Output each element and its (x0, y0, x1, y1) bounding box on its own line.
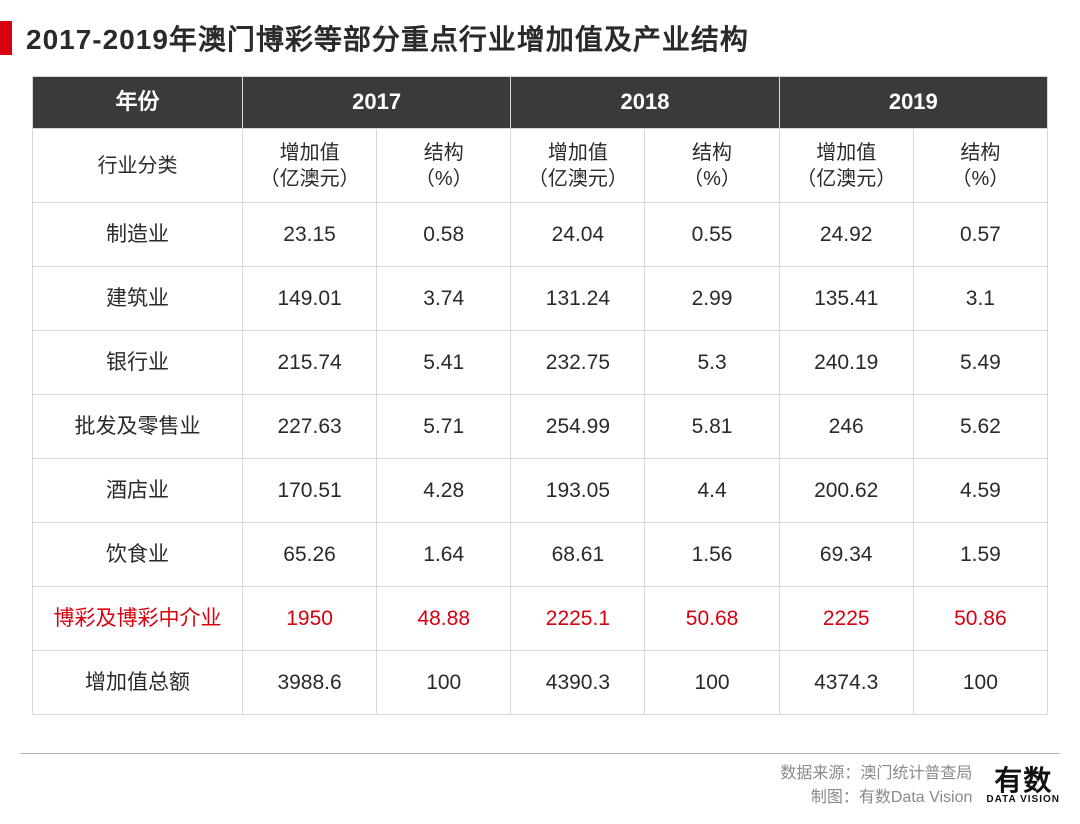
row-value: 0.58 (377, 203, 511, 267)
logo: 有数 DATA VISION (986, 767, 1060, 805)
row-value: 24.92 (779, 203, 913, 267)
page-title: 2017-2019年澳门博彩等部分重点行业增加值及产业结构 (26, 18, 749, 58)
logo-en: DATA VISION (986, 795, 1060, 805)
row-value: 227.63 (243, 395, 377, 459)
row-value: 100 (645, 651, 779, 715)
row-value: 2225 (779, 587, 913, 651)
row-value: 1.56 (645, 523, 779, 587)
row-category: 制造业 (33, 203, 243, 267)
row-value: 3.74 (377, 267, 511, 331)
row-value: 4.59 (913, 459, 1047, 523)
row-value: 200.62 (779, 459, 913, 523)
row-value: 5.71 (377, 395, 511, 459)
row-value: 5.62 (913, 395, 1047, 459)
row-value: 4390.3 (511, 651, 645, 715)
row-category: 建筑业 (33, 267, 243, 331)
row-category: 增加值总额 (33, 651, 243, 715)
row-value: 50.68 (645, 587, 779, 651)
table-row: 制造业23.150.5824.040.5524.920.57 (33, 203, 1048, 267)
table-row: 批发及零售业227.635.71254.995.812465.62 (33, 395, 1048, 459)
row-value: 240.19 (779, 331, 913, 395)
row-value: 1950 (243, 587, 377, 651)
table-row: 建筑业149.013.74131.242.99135.413.1 (33, 267, 1048, 331)
footer-text: 数据来源：澳门统计普查局 制图：有数Data Vision (780, 762, 972, 810)
footer-source: 数据来源：澳门统计普查局 (780, 762, 972, 786)
row-value: 246 (779, 395, 913, 459)
row-category: 批发及零售业 (33, 395, 243, 459)
row-value: 48.88 (377, 587, 511, 651)
row-value: 232.75 (511, 331, 645, 395)
row-value: 65.26 (243, 523, 377, 587)
row-category: 银行业 (33, 331, 243, 395)
row-value: 135.41 (779, 267, 913, 331)
table-body: 制造业23.150.5824.040.5524.920.57建筑业149.013… (33, 203, 1048, 715)
row-value: 170.51 (243, 459, 377, 523)
row-value: 4.4 (645, 459, 779, 523)
header-value-label: 增加值（亿澳元） (243, 129, 377, 203)
header-category-label: 行业分类 (33, 129, 243, 203)
header-value-label: 增加值（亿澳元） (511, 129, 645, 203)
header-year-2019: 2019 (779, 77, 1047, 129)
row-value: 3.1 (913, 267, 1047, 331)
row-value: 149.01 (243, 267, 377, 331)
title-bar: 2017-2019年澳门博彩等部分重点行业增加值及产业结构 (0, 0, 1080, 76)
header-year-2017: 2017 (243, 77, 511, 129)
header-value-label: 增加值（亿澳元） (779, 129, 913, 203)
row-category: 博彩及博彩中介业 (33, 587, 243, 651)
row-value: 5.49 (913, 331, 1047, 395)
industry-table: 年份 2017 2018 2019 行业分类 增加值（亿澳元） 结构（%） 增加… (32, 76, 1048, 715)
row-value: 50.86 (913, 587, 1047, 651)
header-struct-label: 结构（%） (645, 129, 779, 203)
row-value: 2225.1 (511, 587, 645, 651)
row-value: 4.28 (377, 459, 511, 523)
logo-cn: 有数 (986, 767, 1060, 795)
row-value: 69.34 (779, 523, 913, 587)
footer-chart-by: 制图：有数Data Vision (780, 786, 972, 810)
header-year-2018: 2018 (511, 77, 779, 129)
table-row: 银行业215.745.41232.755.3240.195.49 (33, 331, 1048, 395)
row-value: 1.64 (377, 523, 511, 587)
row-value: 193.05 (511, 459, 645, 523)
row-value: 4374.3 (779, 651, 913, 715)
row-value: 1.59 (913, 523, 1047, 587)
row-value: 0.57 (913, 203, 1047, 267)
header-struct-label: 结构（%） (377, 129, 511, 203)
row-value: 23.15 (243, 203, 377, 267)
row-value: 68.61 (511, 523, 645, 587)
row-value: 254.99 (511, 395, 645, 459)
row-value: 215.74 (243, 331, 377, 395)
row-value: 0.55 (645, 203, 779, 267)
header-year-label: 年份 (33, 77, 243, 129)
table-row: 增加值总额3988.61004390.31004374.3100 (33, 651, 1048, 715)
table-header-sub: 行业分类 增加值（亿澳元） 结构（%） 增加值（亿澳元） 结构（%） 增加值（亿… (33, 129, 1048, 203)
table-row: 酒店业170.514.28193.054.4200.624.59 (33, 459, 1048, 523)
row-value: 24.04 (511, 203, 645, 267)
row-value: 3988.6 (243, 651, 377, 715)
row-category: 饮食业 (33, 523, 243, 587)
row-value: 5.41 (377, 331, 511, 395)
header-struct-label: 结构（%） (913, 129, 1047, 203)
table-row: 博彩及博彩中介业195048.882225.150.68222550.86 (33, 587, 1048, 651)
row-value: 131.24 (511, 267, 645, 331)
row-value: 5.3 (645, 331, 779, 395)
footer: 数据来源：澳门统计普查局 制图：有数Data Vision 有数 DATA VI… (20, 753, 1060, 810)
table-row: 饮食业65.261.6468.611.5669.341.59 (33, 523, 1048, 587)
title-accent-mark (0, 21, 12, 55)
row-value: 100 (377, 651, 511, 715)
row-value: 5.81 (645, 395, 779, 459)
table-container: 年份 2017 2018 2019 行业分类 增加值（亿澳元） 结构（%） 增加… (0, 76, 1080, 715)
table-header-years: 年份 2017 2018 2019 (33, 77, 1048, 129)
row-value: 100 (913, 651, 1047, 715)
row-value: 2.99 (645, 267, 779, 331)
row-category: 酒店业 (33, 459, 243, 523)
